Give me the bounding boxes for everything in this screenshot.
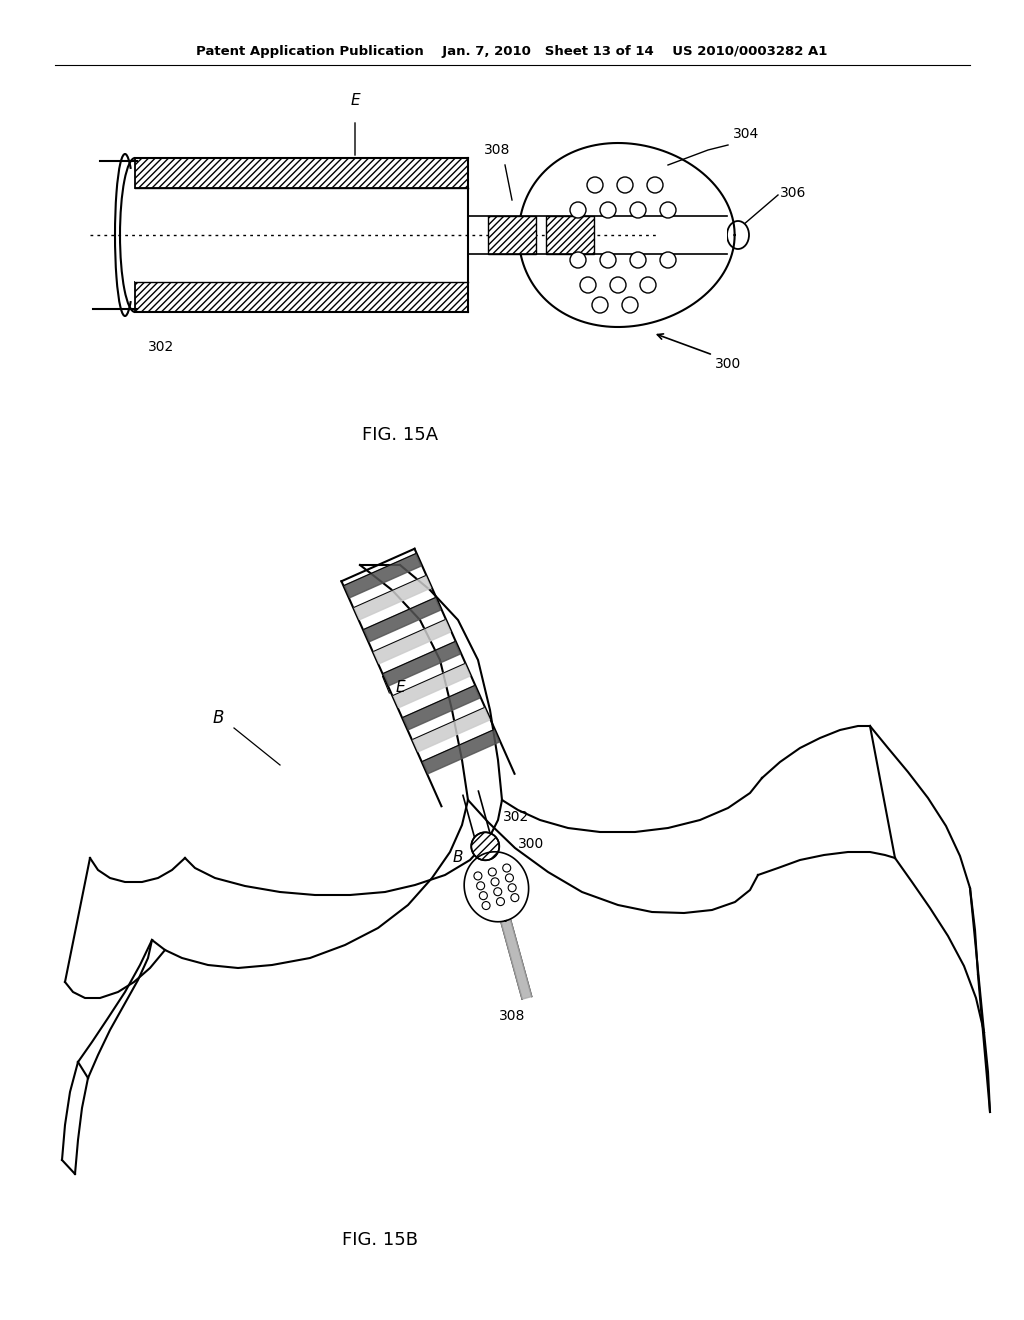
Bar (135, 282, 468, 312)
Circle shape (488, 869, 497, 876)
Circle shape (640, 277, 656, 293)
Text: FIG. 15A: FIG. 15A (361, 426, 438, 444)
Circle shape (506, 874, 513, 882)
Text: E: E (395, 680, 406, 696)
Circle shape (592, 297, 608, 313)
Polygon shape (518, 143, 734, 327)
Bar (135, 187, 468, 282)
Polygon shape (364, 598, 440, 642)
Circle shape (647, 177, 663, 193)
Ellipse shape (727, 220, 749, 249)
Circle shape (617, 177, 633, 193)
Circle shape (587, 177, 603, 193)
Text: 308: 308 (499, 1008, 525, 1023)
Polygon shape (383, 642, 460, 685)
Circle shape (476, 882, 484, 890)
Circle shape (580, 277, 596, 293)
Circle shape (508, 884, 516, 892)
Bar (135, 158, 468, 187)
Circle shape (511, 894, 519, 902)
Circle shape (570, 202, 586, 218)
Polygon shape (354, 576, 431, 619)
Circle shape (630, 202, 646, 218)
Text: 300: 300 (715, 356, 741, 371)
Polygon shape (464, 851, 528, 921)
Text: E: E (350, 92, 359, 108)
Circle shape (482, 902, 490, 909)
Circle shape (610, 277, 626, 293)
Polygon shape (413, 708, 489, 751)
Polygon shape (393, 664, 470, 708)
Polygon shape (344, 553, 421, 598)
Bar (488, 216, 536, 253)
Circle shape (570, 252, 586, 268)
Circle shape (600, 202, 616, 218)
Text: FIG. 15B: FIG. 15B (342, 1232, 418, 1249)
Circle shape (660, 202, 676, 218)
Text: Patent Application Publication    Jan. 7, 2010   Sheet 13 of 14    US 2010/00032: Patent Application Publication Jan. 7, 2… (197, 45, 827, 58)
Text: 302: 302 (148, 341, 174, 354)
Bar (546, 216, 594, 253)
Polygon shape (403, 685, 480, 730)
Circle shape (471, 833, 500, 861)
Polygon shape (374, 619, 451, 664)
Circle shape (660, 252, 676, 268)
Circle shape (622, 297, 638, 313)
Circle shape (600, 252, 616, 268)
Bar (135, 158, 468, 312)
Text: B: B (453, 850, 463, 866)
Polygon shape (423, 730, 500, 774)
Circle shape (479, 892, 487, 900)
Text: 306: 306 (780, 186, 806, 201)
Circle shape (474, 873, 482, 880)
Text: 302: 302 (503, 810, 529, 824)
Text: 304: 304 (733, 127, 759, 141)
Text: B: B (212, 709, 223, 727)
Text: 308: 308 (483, 143, 510, 157)
Circle shape (503, 865, 511, 873)
Bar (468, 216, 727, 253)
Text: 300: 300 (518, 837, 545, 851)
Circle shape (492, 878, 499, 886)
Circle shape (630, 252, 646, 268)
Circle shape (497, 898, 505, 906)
Polygon shape (501, 920, 531, 999)
Circle shape (494, 888, 502, 896)
